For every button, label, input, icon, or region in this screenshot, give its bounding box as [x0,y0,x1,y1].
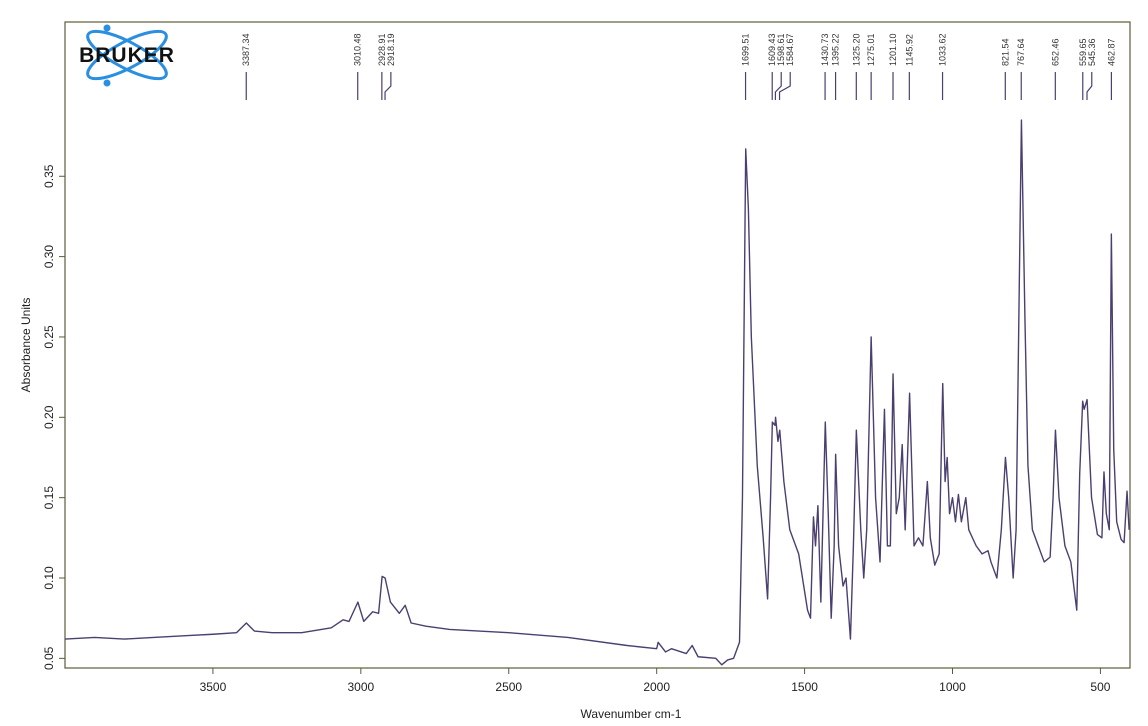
y-axis-label: Absorbance Units [19,298,33,393]
peak-label: 545.36 [1087,38,1097,66]
peak-marker [778,72,791,100]
x-axis-label: Wavenumber cm-1 [581,707,682,721]
peak-label: 652.46 [1050,38,1060,66]
peak-marker [1086,72,1093,100]
plot-frame [64,21,1131,669]
logo: BRUKER [79,24,175,87]
y-tick-label: 0.05 [42,646,56,670]
peak-label: 2918.19 [386,33,396,66]
peak-label: 1699.51 [741,33,751,66]
peak-label: 1395.22 [831,33,841,66]
y-tick-label: 0.20 [42,405,56,429]
logo-orbit [86,29,168,81]
x-tick-label: 2000 [643,680,670,694]
x-tick-label: 2500 [495,680,522,694]
peak-label: 1145.92 [904,34,914,66]
logo-dot [103,79,111,87]
peak-label: 1609.43 [767,33,777,66]
x-tick-label: 500 [1090,680,1110,694]
peak-label: 2928.91 [377,33,387,66]
logo-text: BRUKER [79,44,175,67]
peak-label: 821.54 [1000,38,1010,66]
peak-marker [774,72,782,100]
peak-label: 1598.61 [776,33,786,66]
peak-label: 3387.34 [241,33,251,66]
y-tick-label: 0.30 [42,245,56,269]
peak-label: 1033.62 [938,33,948,66]
logo-orbit [86,29,168,81]
logo-dot [103,24,111,32]
x-tick-label: 1500 [791,680,818,694]
x-tick-label: 3500 [200,680,227,694]
peak-label: 559.65 [1078,38,1088,66]
y-tick-label: 0.15 [42,486,56,510]
peak-label: 1275.01 [866,33,876,66]
spectrum-line [64,119,1130,666]
peak-label: 1430.73 [820,33,830,66]
peak-label: 1325.20 [851,33,861,66]
x-tick-label: 1000 [939,680,966,694]
peak-label: 462.87 [1106,38,1116,66]
x-tick-label: 3000 [347,680,374,694]
y-tick-label: 0.35 [42,164,56,188]
y-tick-label: 0.10 [42,566,56,590]
peak-label: 767.64 [1016,38,1026,66]
y-tick-label: 0.25 [42,325,56,349]
peak-label: 1201.10 [888,33,898,66]
peak-label: 3010.48 [353,33,363,66]
peak-marker [384,72,392,100]
peak-label: 1584.67 [785,33,795,66]
